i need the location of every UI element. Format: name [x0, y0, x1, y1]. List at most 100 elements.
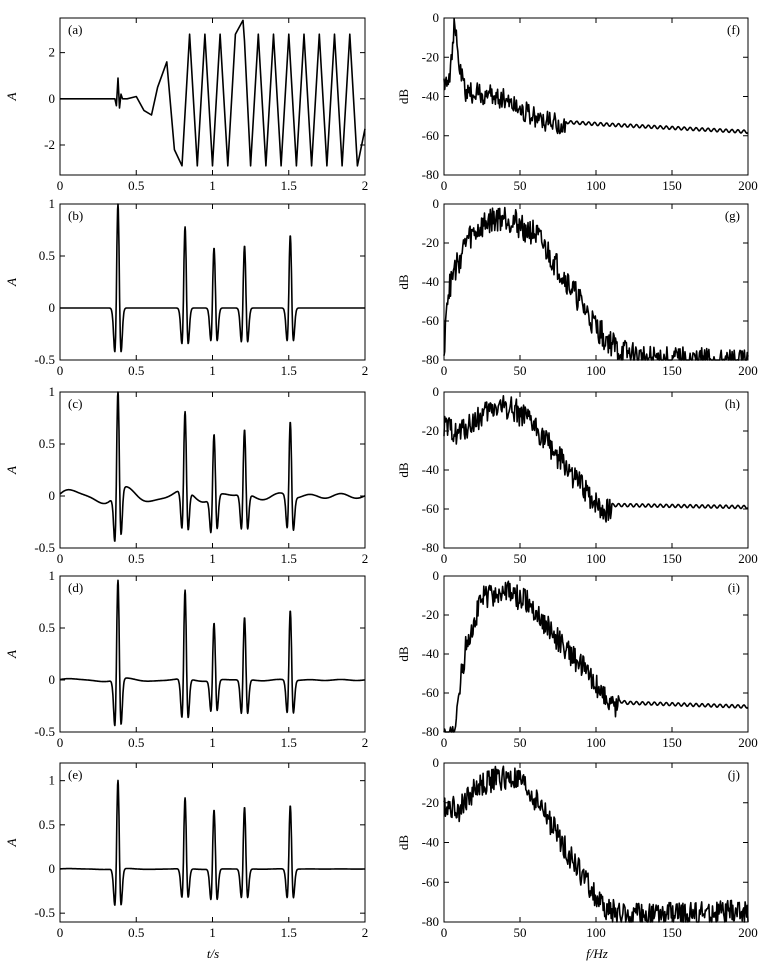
plot-frame-h — [443, 391, 749, 549]
panel-h: 0 50 100 150 200 -80 -60 -40 -20 0 dB (h) — [396, 384, 758, 566]
x-tick-label-d: 0.5 — [128, 735, 144, 750]
x-tick-label-e: 0.5 — [128, 925, 144, 940]
y-tick-label-e: 0 — [49, 861, 56, 876]
y-tick-label-j: -20 — [422, 795, 439, 810]
series-line-c — [59, 391, 366, 542]
y-tick-label-f: -60 — [422, 128, 439, 143]
x-tick-label-g: 150 — [662, 363, 682, 378]
x-tick-label-c: 2 — [362, 551, 369, 566]
x-tick-label-g: 200 — [738, 363, 758, 378]
x-tick-label-h: 100 — [586, 551, 606, 566]
x-tick-label-c: 1.5 — [281, 551, 297, 566]
y-tick-label-c: 0.5 — [39, 436, 55, 451]
x-tick-label-b: 0 — [57, 363, 64, 378]
y-tick-label-d: 0 — [49, 672, 56, 687]
y-tick-label-a: -2 — [44, 137, 55, 152]
panel-b: 0 0.5 1 1.5 2-0.500.51A(b) — [4, 196, 368, 378]
time-axis-label: t/s — [207, 946, 219, 961]
y-tick-label-g: 0 — [433, 196, 440, 211]
x-tick-label-d: 2 — [362, 735, 369, 750]
y-tick-label-h: -60 — [422, 501, 439, 516]
x-tick-label-g: 100 — [586, 363, 606, 378]
y-tick-label-j: -40 — [422, 835, 439, 850]
x-tick-label-a: 1 — [209, 178, 216, 193]
y-tick-label-c: 0 — [49, 488, 56, 503]
y-tick-label-a: 2 — [49, 45, 56, 60]
x-tick-label-j: 100 — [586, 925, 606, 940]
x-tick-label-d: 1.5 — [281, 735, 297, 750]
y-tick-label-e: 0.5 — [39, 817, 55, 832]
y-tick-label-c: -0.5 — [34, 540, 55, 555]
y-tick-label-d: -0.5 — [34, 724, 55, 739]
x-tick-label-i: 50 — [514, 735, 527, 750]
y-tick-label-e: -0.5 — [34, 905, 55, 920]
y-tick-label-g: -80 — [422, 352, 439, 367]
x-tick-label-f: 150 — [662, 178, 682, 193]
x-tick-label-j: 50 — [514, 925, 527, 940]
x-tick-label-j: 200 — [738, 925, 758, 940]
y-tick-label-j: -60 — [422, 874, 439, 889]
y-tick-label-g: -40 — [422, 274, 439, 289]
panel-tag-e: (e) — [68, 767, 82, 782]
y-axis-label-j: dB — [396, 835, 411, 851]
y-axis-label-h: dB — [396, 462, 411, 478]
x-tick-label-a: 2 — [362, 178, 369, 193]
series-line-h — [443, 395, 749, 523]
x-tick-label-i: 0 — [441, 735, 448, 750]
x-tick-label-g: 50 — [514, 363, 527, 378]
y-tick-label-b: 0 — [49, 300, 56, 315]
x-tick-label-h: 150 — [662, 551, 682, 566]
y-tick-label-h: -40 — [422, 462, 439, 477]
x-tick-label-d: 0 — [57, 735, 64, 750]
y-tick-label-i: -80 — [422, 724, 439, 739]
x-tick-label-e: 1.5 — [281, 925, 297, 940]
y-axis-label-i: dB — [396, 646, 411, 662]
x-tick-label-b: 2 — [362, 363, 369, 378]
x-tick-label-a: 1.5 — [281, 178, 297, 193]
x-tick-label-i: 100 — [586, 735, 606, 750]
panel-tag-i: (i) — [728, 580, 740, 595]
x-tick-label-h: 200 — [738, 551, 758, 566]
x-tick-label-f: 100 — [586, 178, 606, 193]
panel-j: 0 50 100 150 200 -80 -60 -40 -20 0 dB (j) — [396, 755, 758, 940]
y-tick-label-a: 0 — [49, 91, 56, 106]
y-axis-label-g: dB — [396, 274, 411, 290]
x-tick-label-h: 50 — [514, 551, 527, 566]
series-line-g — [443, 206, 749, 361]
x-tick-label-e: 2 — [362, 925, 369, 940]
x-tick-label-c: 0.5 — [128, 551, 144, 566]
y-tick-label-j: 0 — [433, 755, 440, 770]
y-tick-label-d: 0.5 — [39, 620, 55, 635]
x-tick-label-a: 0 — [57, 178, 64, 193]
x-tick-label-f: 200 — [738, 178, 758, 193]
panel-tag-j: (j) — [728, 767, 740, 782]
x-tick-label-f: 50 — [514, 178, 527, 193]
y-axis-label-f: dB — [396, 89, 411, 105]
plot-frame-i — [443, 575, 749, 733]
series-line-b — [59, 203, 366, 353]
y-axis-label-e: A — [4, 838, 19, 847]
y-tick-label-h: -20 — [422, 423, 439, 438]
x-tick-label-b: 0.5 — [128, 363, 144, 378]
y-tick-label-d: 1 — [49, 568, 56, 583]
y-tick-label-j: -80 — [422, 914, 439, 929]
panel-f: 0 50 100 150 200 -80 -60 -40 -20 0 dB (f) — [396, 10, 758, 193]
panel-tag-c: (c) — [68, 396, 82, 411]
series-line-f — [443, 17, 749, 135]
panel-d: 0 0.5 1 1.5 2-0.500.51A(d) — [4, 568, 368, 750]
x-tick-label-e: 0 — [57, 925, 64, 940]
x-tick-label-i: 200 — [738, 735, 758, 750]
y-tick-label-i: 0 — [433, 568, 440, 583]
x-tick-label-h: 0 — [441, 551, 448, 566]
panel-tag-f: (f) — [727, 22, 740, 37]
x-tick-label-d: 1 — [209, 735, 216, 750]
x-tick-label-e: 1 — [209, 925, 216, 940]
y-tick-label-g: -60 — [422, 313, 439, 328]
panel-tag-g: (g) — [725, 208, 740, 223]
panel-tag-a: (a) — [68, 22, 82, 37]
y-tick-label-c: 1 — [49, 384, 56, 399]
y-tick-label-b: -0.5 — [34, 352, 55, 367]
y-tick-label-f: -80 — [422, 167, 439, 182]
x-tick-label-a: 0.5 — [128, 178, 144, 193]
